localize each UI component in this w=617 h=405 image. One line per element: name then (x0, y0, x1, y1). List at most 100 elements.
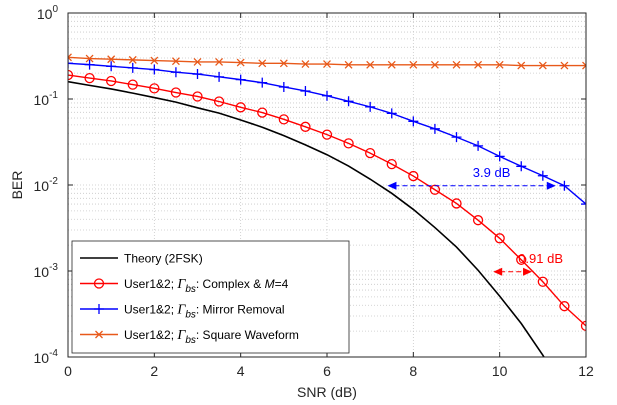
data-point-x (68, 53, 72, 62)
axis-ticks: 0 2 4 6 8 10 12 100 10-1 10-2 10-3 10-4 (34, 4, 594, 379)
series-1 (68, 69, 586, 332)
data-point-circle (170, 87, 182, 98)
series-3 (68, 53, 586, 70)
data-point-x (517, 61, 526, 70)
legend-entry-2: User1&2; Γbs: Mirror Removal (80, 303, 285, 321)
y-tick-label: 10-4 (34, 348, 59, 366)
data-point-plus (278, 81, 289, 92)
data-point-circle (213, 96, 225, 107)
data-point-circle (559, 301, 570, 312)
annotation-arrowhead-right (546, 181, 556, 190)
data-point-circle (127, 79, 138, 90)
data-point-x (279, 59, 288, 68)
data-point-x (95, 330, 103, 339)
data-point-x (430, 60, 439, 69)
x-tick-label: 12 (578, 363, 594, 379)
x-tick-label: 2 (150, 363, 158, 379)
data-point-circle (300, 121, 311, 132)
data-point-x (128, 55, 137, 64)
series-line (68, 80, 545, 357)
data-point-circle (408, 170, 419, 182)
y-tick-label: 10-3 (34, 262, 59, 280)
data-point-x (236, 58, 245, 67)
data-point-x (474, 60, 483, 69)
data-point-x (323, 60, 331, 68)
y-tick-label: 100 (37, 4, 59, 22)
data-point-plus (235, 74, 246, 85)
data-point-circle (84, 72, 95, 84)
data-point-plus (170, 67, 181, 78)
data-point-x (85, 54, 94, 63)
data-point-plus (429, 123, 440, 134)
data-point-plus (322, 90, 332, 101)
x-axis-label: SNR (dB) (297, 384, 357, 400)
data-point-circle (321, 129, 333, 140)
legend-label: User1&2; Γbs: Mirror Removal (124, 303, 285, 321)
data-point-plus (386, 108, 397, 119)
data-point-plus (473, 140, 484, 151)
legend-label: User1&2; Γbs: Square Waveform (124, 328, 299, 346)
annotation-1: 0.91 dB (493, 251, 563, 276)
data-point-x (171, 57, 180, 66)
annotations: 3.9 dB 0.91 dB (387, 165, 563, 276)
data-point-x (495, 60, 504, 69)
data-point-circle (235, 102, 246, 113)
x-tick-label: 8 (409, 363, 417, 379)
data-point-x (366, 60, 375, 69)
data-point-plus (94, 304, 104, 314)
legend-entry-1: User1&2; Γbs: Complex & M=4 (80, 277, 289, 295)
data-point-x (560, 61, 569, 70)
series-0 (68, 80, 545, 357)
legend: Theory (2FSK) User1&2; Γbs: Complex & M=4… (71, 240, 350, 354)
data-point-circle (278, 114, 289, 125)
data-point-circle (192, 91, 203, 102)
data-point-circle (451, 198, 462, 209)
data-point-circle (537, 276, 548, 287)
data-point-x (258, 59, 267, 68)
data-point-plus (214, 71, 225, 82)
annotation-label: 3.9 dB (473, 165, 511, 180)
y-axis-label: BER (9, 171, 25, 200)
legend-label: Theory (2FSK) (124, 252, 203, 266)
annotation-arrowhead-left (493, 267, 503, 276)
annotation-arrowhead-right (523, 267, 533, 276)
annotation-arrowhead-left (387, 181, 397, 190)
data-point-plus (149, 64, 160, 75)
data-point-plus (84, 59, 95, 70)
data-point-plus (257, 77, 268, 88)
data-point-circle (365, 147, 376, 159)
data-point-circle (68, 69, 74, 81)
data-point-plus (127, 62, 138, 73)
data-point-plus (192, 69, 203, 80)
data-point-x (538, 61, 547, 70)
annotation-0: 3.9 dB (387, 165, 556, 190)
data-point-plus (68, 58, 73, 69)
data-point-circle (580, 320, 586, 332)
data-point-x (107, 55, 116, 64)
x-tick-label: 0 (64, 363, 72, 379)
series-line (68, 74, 586, 327)
data-point-circle (106, 75, 117, 87)
data-point-plus (537, 170, 548, 181)
data-point-circle (386, 158, 397, 170)
data-point-circle (93, 278, 105, 289)
data-point-circle (149, 83, 160, 94)
data-point-circle (343, 138, 354, 149)
data-point-x (193, 57, 202, 66)
data-point-circle (516, 254, 527, 265)
data-point-x (582, 61, 586, 70)
data-point-x (215, 57, 224, 66)
data-point-x (301, 60, 310, 68)
data-point-plus (106, 61, 117, 72)
data-point-circle (257, 107, 268, 118)
data-point-plus (516, 161, 527, 172)
data-point-x (387, 60, 396, 69)
annotation-label: 0.91 dB (518, 251, 563, 266)
legend-entry-3: User1&2; Γbs: Square Waveform (80, 328, 299, 346)
data-point-plus (365, 101, 376, 112)
y-tick-label: 10-1 (34, 90, 59, 108)
data-point-plus (343, 96, 354, 107)
data-point-plus (451, 132, 462, 143)
data-point-circle (494, 233, 505, 244)
